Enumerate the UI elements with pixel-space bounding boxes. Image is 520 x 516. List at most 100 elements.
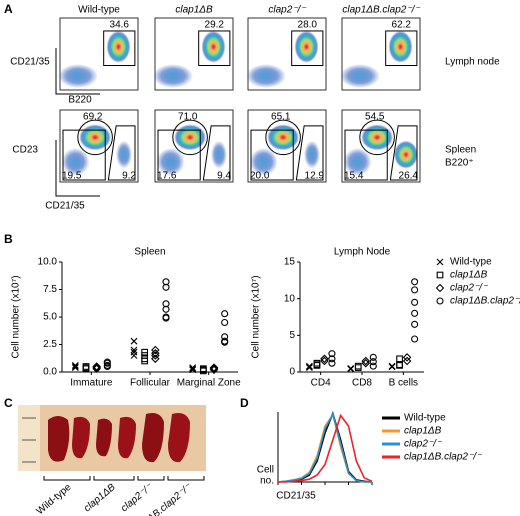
- point: [411, 278, 419, 286]
- panel-label: A: [4, 2, 13, 16]
- chart-title: Lymph Node: [334, 247, 391, 258]
- y-axis-label: CD21/35: [10, 57, 50, 68]
- gate-value: 65.1: [271, 112, 291, 123]
- gate-value: 34.6: [110, 20, 130, 31]
- density: [156, 147, 185, 176]
- point: [411, 320, 419, 328]
- point: [141, 357, 149, 365]
- point: [369, 353, 377, 361]
- point: [151, 349, 160, 358]
- point: [103, 362, 111, 371]
- legend-label: clap1ΔB: [450, 270, 488, 281]
- point: [402, 353, 412, 362]
- legend-label: clap2⁻/⁻: [404, 439, 442, 450]
- density: [340, 64, 380, 88]
- gate: [291, 30, 324, 67]
- column-header: clap1ΔB.clap2⁻/⁻: [342, 5, 420, 16]
- gate-value: 26.4: [399, 171, 419, 182]
- density: [388, 30, 413, 63]
- legend-label: Wild-type: [450, 257, 492, 268]
- density: [115, 140, 132, 169]
- gate-value: 62.2: [392, 20, 412, 31]
- point: [320, 356, 329, 366]
- y-tick-label: 10: [284, 293, 296, 304]
- point: [411, 335, 419, 343]
- density: [210, 140, 227, 169]
- column-header: Wild-type: [78, 5, 120, 16]
- point: [221, 338, 229, 346]
- point: [435, 283, 445, 293]
- histogram-line: [277, 411, 372, 483]
- gate-value: 71.0: [178, 112, 198, 123]
- point: [92, 363, 101, 372]
- panel-label: B: [4, 232, 13, 246]
- gate: [385, 30, 418, 67]
- point: [361, 356, 371, 366]
- row-label: B220⁺: [445, 158, 474, 169]
- gate: [77, 119, 113, 156]
- gate: [157, 125, 231, 181]
- point: [199, 365, 207, 373]
- panel-label: C: [4, 396, 13, 410]
- gate-value: 54.5: [365, 112, 385, 123]
- point: [92, 362, 101, 371]
- gate-value: 20.0: [250, 171, 270, 182]
- chart-title: Spleen: [134, 247, 165, 258]
- point: [328, 355, 336, 363]
- y-tick-label: 5.0: [43, 312, 57, 323]
- panel-label: D: [240, 396, 249, 410]
- legend-label: clap2⁻/⁻: [450, 283, 488, 294]
- point: [306, 363, 313, 371]
- point: [369, 358, 377, 366]
- point: [209, 363, 219, 372]
- density: [201, 30, 226, 63]
- gate-value: 9.2: [122, 171, 136, 182]
- point: [209, 364, 219, 373]
- sample-label: clap1ΔB: [82, 482, 118, 515]
- y-tick-label: 15: [284, 257, 296, 268]
- point: [354, 362, 362, 370]
- gate: [103, 30, 136, 67]
- x-tick-label: Marginal Zone: [177, 378, 241, 389]
- y-axis-label: Cell: [257, 465, 274, 476]
- point: [347, 365, 355, 373]
- x-axis-label: CD21/35: [276, 491, 316, 502]
- density: [303, 140, 320, 169]
- point: [411, 309, 419, 317]
- point: [354, 364, 362, 371]
- gate: [344, 125, 418, 181]
- legend-label: clap1ΔB.clap2⁻/⁻: [404, 452, 482, 463]
- x-axis-label: B220: [68, 95, 92, 106]
- point: [436, 297, 444, 305]
- density: [294, 30, 319, 63]
- row-label: Lymph node: [445, 57, 500, 68]
- point: [328, 350, 336, 358]
- gate: [265, 119, 301, 156]
- x-tick-label: Follicular: [130, 378, 171, 389]
- y-tick-label: 10.0: [38, 257, 58, 268]
- gate: [172, 119, 208, 156]
- point: [411, 286, 419, 294]
- point: [162, 305, 170, 313]
- y-axis-label: no.: [260, 476, 274, 487]
- y-tick-label: 0.0: [43, 367, 57, 378]
- y-axis-label: CD23: [12, 145, 38, 156]
- legend-label: Wild-type: [404, 413, 446, 424]
- gate-value: 69.2: [83, 112, 103, 123]
- density: [267, 124, 300, 151]
- histogram-line: [278, 413, 373, 483]
- point: [396, 362, 403, 369]
- point: [82, 364, 90, 371]
- point: [71, 362, 79, 369]
- gate-value: 28.0: [298, 20, 318, 31]
- point: [361, 358, 371, 368]
- y-tick-label: 7.5: [43, 284, 57, 295]
- gate-value: 9.4: [217, 171, 231, 182]
- density: [393, 140, 418, 169]
- point: [151, 345, 160, 355]
- point: [189, 366, 197, 374]
- point: [71, 364, 79, 371]
- density: [249, 147, 278, 176]
- point: [436, 271, 444, 279]
- point: [402, 356, 412, 366]
